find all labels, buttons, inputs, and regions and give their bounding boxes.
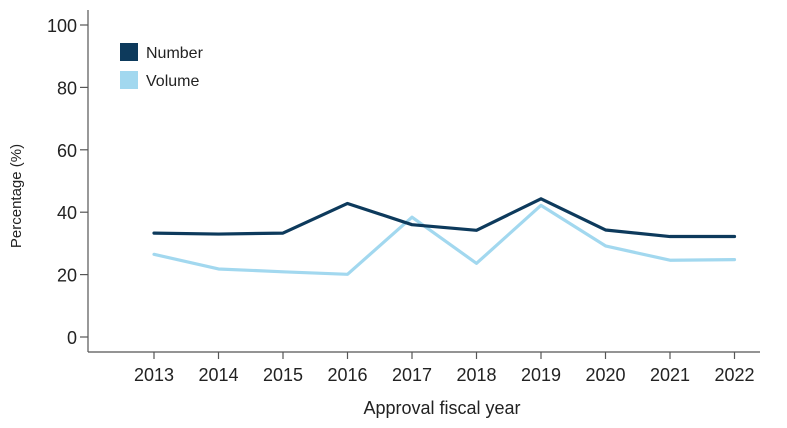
axes (87, 10, 760, 353)
series-line-number (152, 197, 737, 239)
y-tick-label: 80 (57, 78, 77, 98)
x-tick-label: 2015 (263, 365, 303, 385)
y-axis-label: Percentage (%) (8, 144, 25, 248)
x-tick-label: 2013 (134, 365, 174, 385)
x-ticks: 2013 2014 2015 2016 2017 2018 2019 2020 2021 2022 (134, 352, 755, 385)
series-lines (152, 197, 737, 276)
x-tick-label: 2018 (456, 365, 496, 385)
y-tick-label: 40 (57, 203, 77, 223)
y-tick-label: 0 (67, 328, 77, 348)
y-tick-label: 60 (57, 141, 77, 161)
x-tick-label: 2020 (585, 365, 625, 385)
legend-item-volume: Volume (120, 71, 199, 90)
y-tick-label: 100 (47, 16, 77, 36)
x-tick-label: 2021 (650, 365, 690, 385)
legend-swatch-volume (120, 71, 138, 89)
x-tick-label: 2016 (327, 365, 367, 385)
x-axis-label: Approval fiscal year (363, 398, 520, 418)
x-tick-label: 2019 (521, 365, 561, 385)
legend-label-number: Number (146, 45, 204, 62)
legend-label-volume: Volume (146, 73, 199, 90)
x-tick-label: 2017 (392, 365, 432, 385)
x-tick-label: 2022 (714, 365, 754, 385)
legend-item-number: Number (120, 43, 204, 62)
x-tick-label: 2014 (198, 365, 238, 385)
legend: Number Volume (120, 43, 204, 90)
y-ticks: 0 20 40 60 80 100 (47, 16, 88, 348)
series-line-volume (152, 203, 737, 276)
legend-swatch-number (120, 43, 138, 61)
y-tick-label: 20 (57, 266, 77, 286)
